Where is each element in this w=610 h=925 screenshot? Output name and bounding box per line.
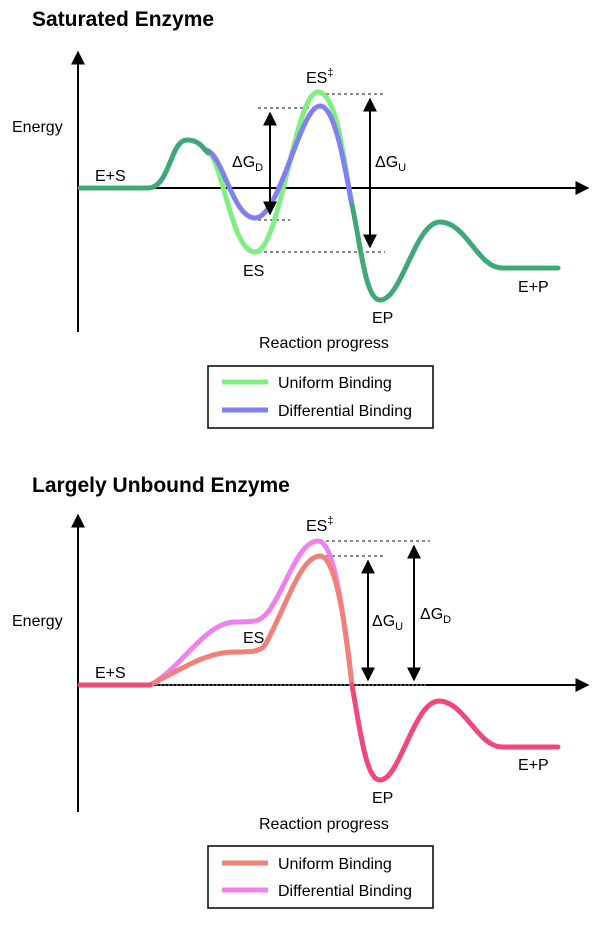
curve-differential-binding [202, 103, 355, 221]
y-axis-label: Energy [12, 119, 63, 136]
curve-differential-binding [147, 538, 355, 688]
legend-label-differential: Differential Binding [278, 883, 412, 900]
y-axis-label: Energy [12, 613, 63, 630]
legend-label-uniform: Uniform Binding [278, 375, 392, 392]
panel-title-unbound: Largely Unbound Enzyme [32, 474, 290, 497]
label-es-transition: ES‡ [306, 67, 333, 87]
label-e-plus-p: E+P [518, 279, 549, 296]
x-axis-label: Reaction progress [259, 816, 389, 833]
label-es: ES [243, 630, 264, 647]
label-e-plus-s: E+S [95, 168, 126, 185]
curve-uniform-binding [202, 89, 355, 255]
label-es: ES [243, 263, 264, 280]
label-delta-g-d: ΔGD [420, 606, 451, 626]
curve-shared [77, 682, 561, 783]
x-axis-label: Reaction progress [259, 335, 389, 352]
label-e-plus-s: E+S [95, 665, 126, 682]
label-ep: EP [372, 310, 393, 327]
label-es-transition: ES‡ [306, 515, 333, 535]
label-delta-g-u: ΔGU [372, 613, 403, 633]
label-delta-g-u: ΔGU [375, 154, 406, 174]
panel-unbound: Energy Reaction progress E+S ES EP E+P E… [12, 513, 590, 909]
panel-saturated: Energy Reaction progress E+S ES EP E+P E… [12, 50, 590, 429]
label-ep: EP [372, 790, 393, 807]
panel-title-saturated: Saturated Enzyme [32, 8, 215, 31]
label-delta-g-d: ΔGD [232, 154, 263, 174]
curve-uniform-binding [147, 553, 355, 688]
curve-shared [77, 137, 561, 303]
legend-label-differential: Differential Binding [278, 403, 412, 420]
label-e-plus-p: E+P [518, 757, 549, 774]
legend-saturated: Uniform Binding Differential Binding [207, 365, 434, 429]
legend-label-uniform: Uniform Binding [278, 856, 392, 873]
legend-unbound: Uniform Binding Differential Binding [207, 845, 434, 909]
